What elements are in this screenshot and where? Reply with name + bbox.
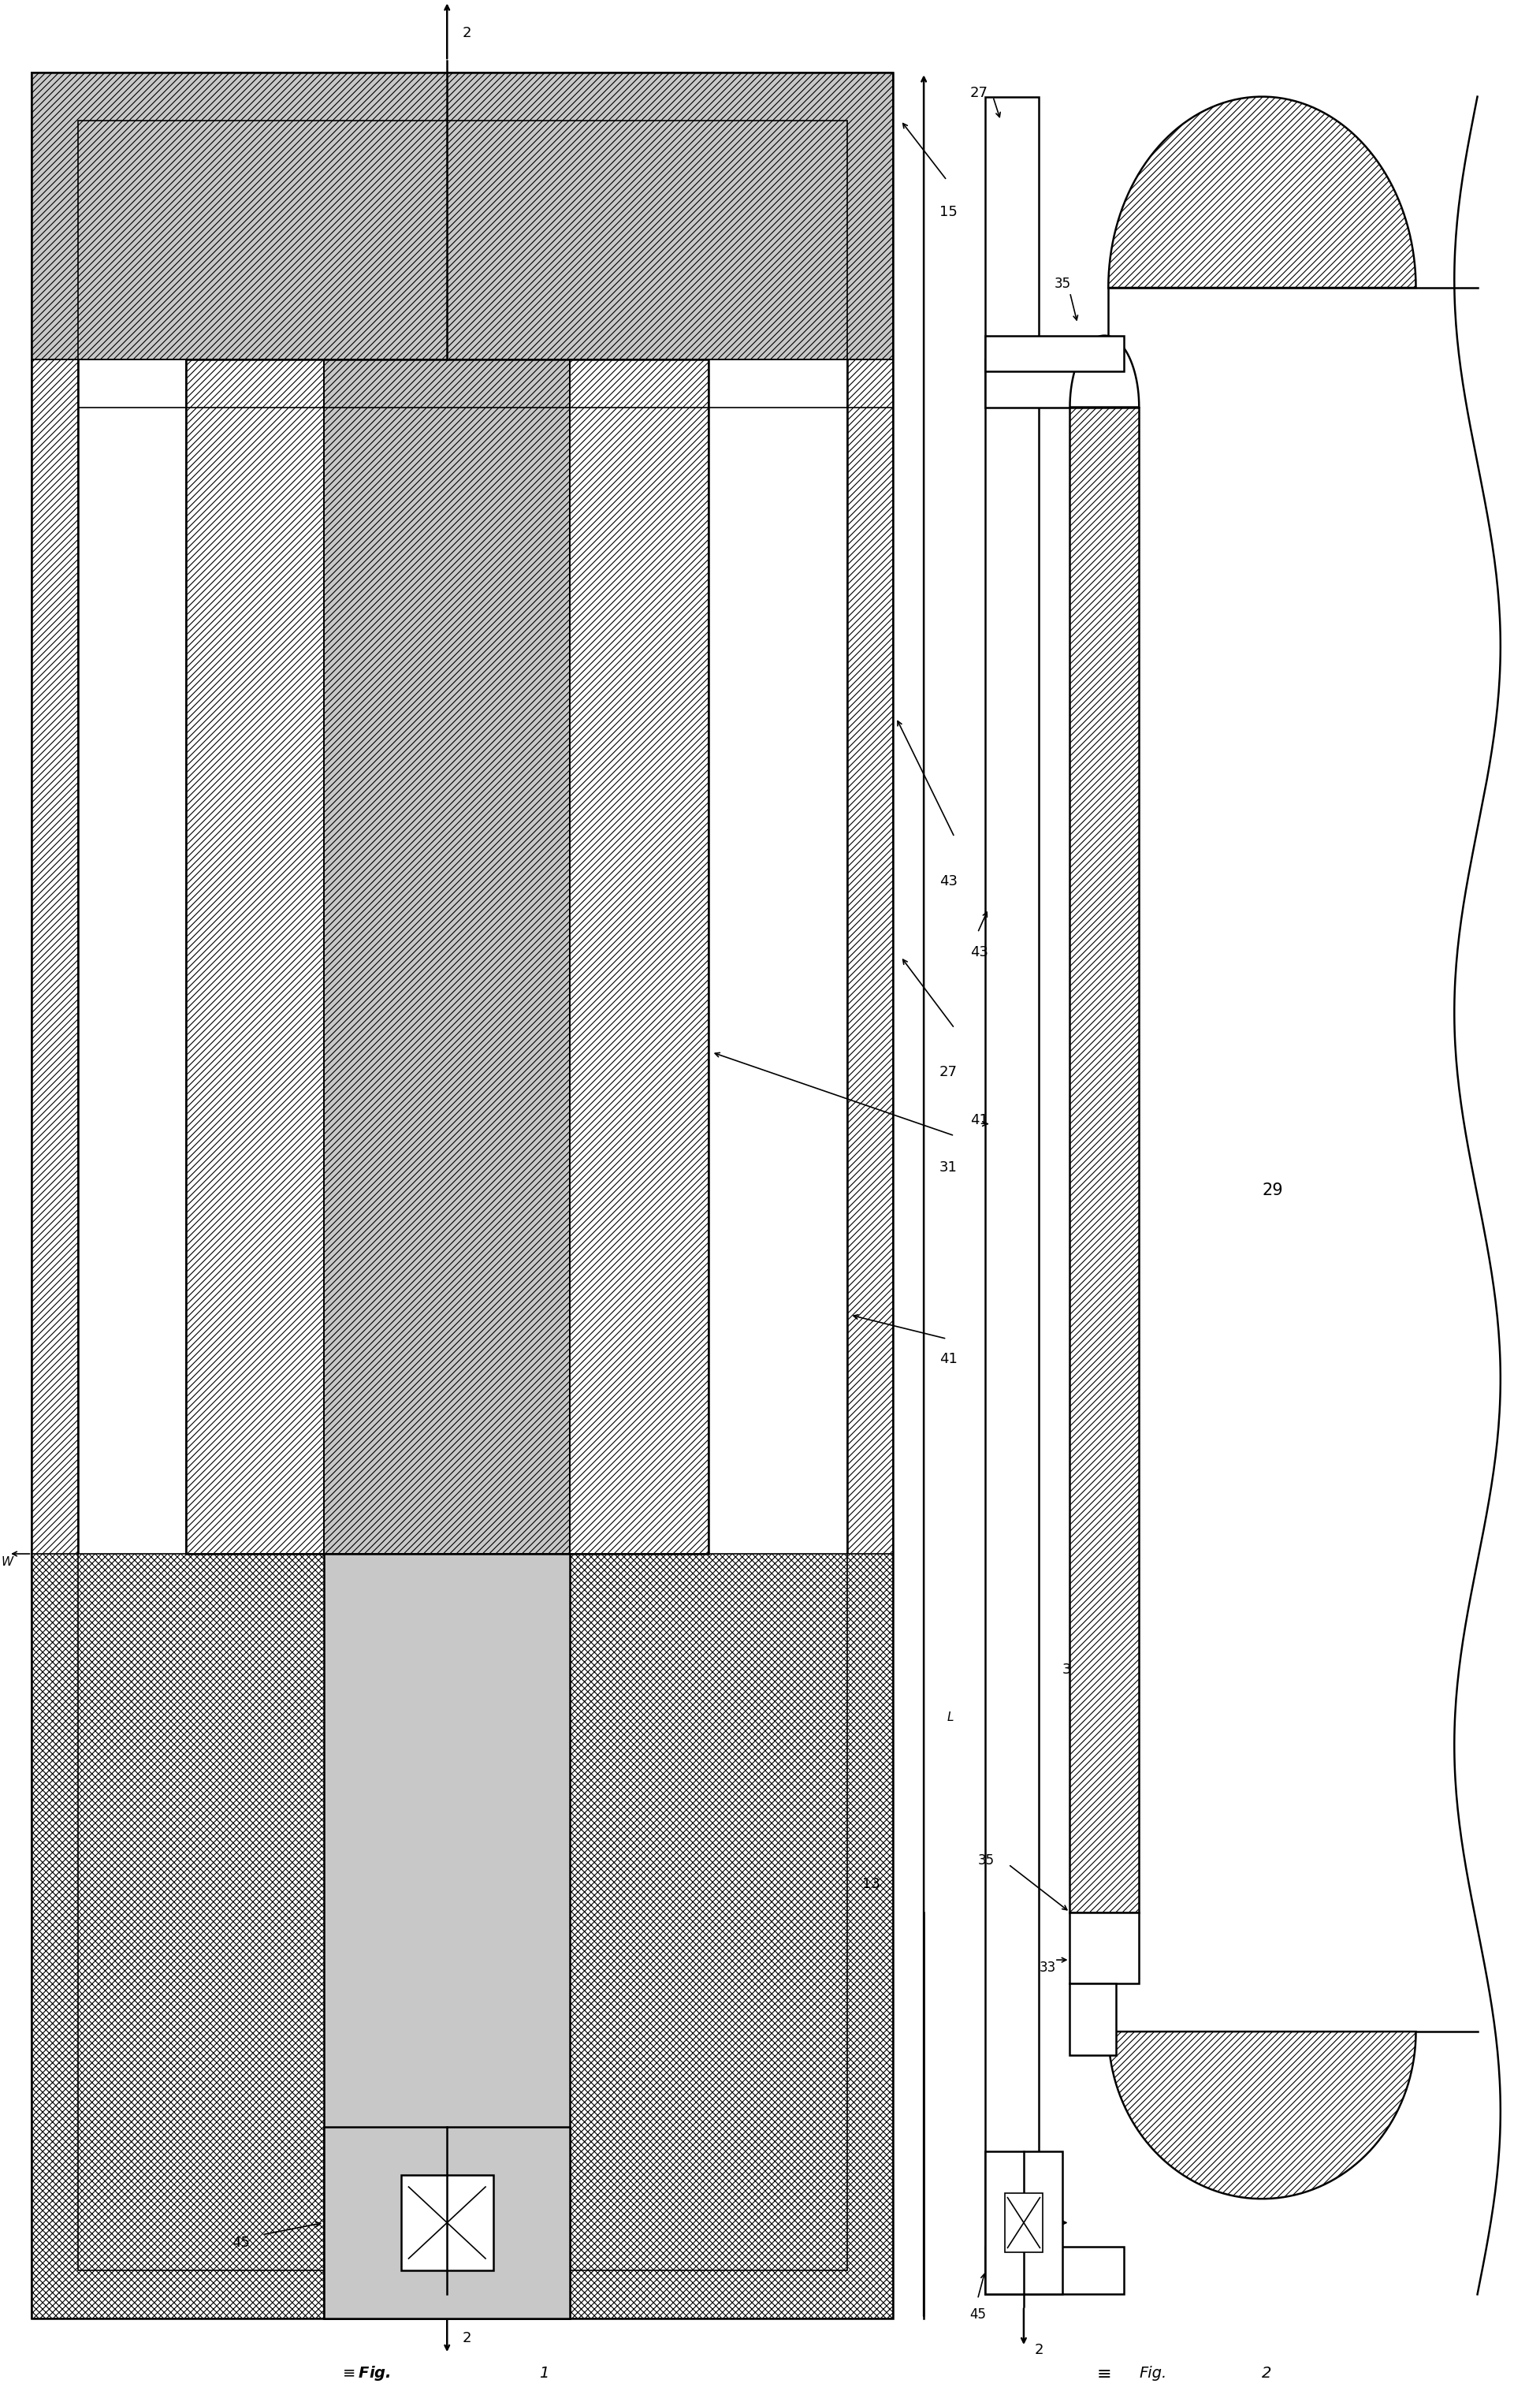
Text: 41: 41 xyxy=(970,1112,989,1126)
Bar xyxy=(32,72,893,359)
Bar xyxy=(1070,406,1140,1913)
Text: 41: 41 xyxy=(939,1351,958,1365)
Bar xyxy=(986,2152,1063,2295)
Bar xyxy=(79,120,847,2271)
Bar xyxy=(323,359,570,2319)
Text: 2: 2 xyxy=(462,2331,471,2346)
Bar xyxy=(323,1554,570,2319)
Bar xyxy=(323,359,570,1554)
Text: 31: 31 xyxy=(939,1160,958,1174)
Bar xyxy=(986,96,1040,2295)
Bar xyxy=(32,72,893,359)
Text: L: L xyxy=(947,1712,953,1724)
Text: 43: 43 xyxy=(939,875,958,887)
Text: 27: 27 xyxy=(939,1064,958,1078)
Bar xyxy=(32,72,893,2319)
Text: 25: 25 xyxy=(1354,158,1372,172)
Bar xyxy=(323,2128,570,2319)
Bar xyxy=(79,120,847,2271)
Text: 2: 2 xyxy=(1035,2343,1044,2358)
Text: $\equiv$Fig.: $\equiv$Fig. xyxy=(339,2365,391,2384)
Text: $\equiv$: $\equiv$ xyxy=(1093,2365,1110,2381)
Bar xyxy=(1070,1913,1140,1985)
Bar xyxy=(323,1554,570,2319)
Bar xyxy=(323,1554,570,2319)
Text: Fig.: Fig. xyxy=(1140,2367,1167,2381)
Text: 29: 29 xyxy=(1263,1184,1283,1198)
Bar xyxy=(400,2176,493,2271)
Text: 1: 1 xyxy=(539,2367,550,2381)
Bar xyxy=(1070,1985,1116,2056)
Bar xyxy=(986,335,1124,371)
Text: W: W xyxy=(2,1557,12,1568)
Text: 45: 45 xyxy=(970,2307,987,2322)
Text: 11: 11 xyxy=(585,1470,604,1485)
Text: 35: 35 xyxy=(1055,277,1072,292)
Bar xyxy=(986,2248,1124,2295)
Text: 13: 13 xyxy=(862,1877,881,1891)
Text: 33: 33 xyxy=(1040,1961,1056,1975)
Bar xyxy=(186,359,708,1554)
Text: 37: 37 xyxy=(1063,1662,1081,1676)
Text: 2: 2 xyxy=(462,26,471,41)
Bar xyxy=(186,359,323,1554)
Bar xyxy=(570,359,708,1554)
Text: 23: 23 xyxy=(1354,2116,1372,2130)
Text: 39: 39 xyxy=(1032,2236,1050,2250)
Text: 2: 2 xyxy=(1263,2367,1272,2381)
Text: 27: 27 xyxy=(970,86,989,100)
Bar xyxy=(986,359,1116,406)
Bar xyxy=(32,72,893,2319)
Bar xyxy=(1004,2193,1043,2252)
Polygon shape xyxy=(1109,96,1415,287)
Bar xyxy=(323,359,570,1554)
Text: 45: 45 xyxy=(231,2236,249,2250)
Polygon shape xyxy=(1070,335,1140,406)
Bar xyxy=(323,359,570,1554)
Bar xyxy=(32,1554,893,2319)
Polygon shape xyxy=(1109,2032,1415,2200)
Text: 35: 35 xyxy=(978,1853,995,1867)
Text: 15: 15 xyxy=(939,206,958,220)
Text: 43: 43 xyxy=(970,944,989,959)
